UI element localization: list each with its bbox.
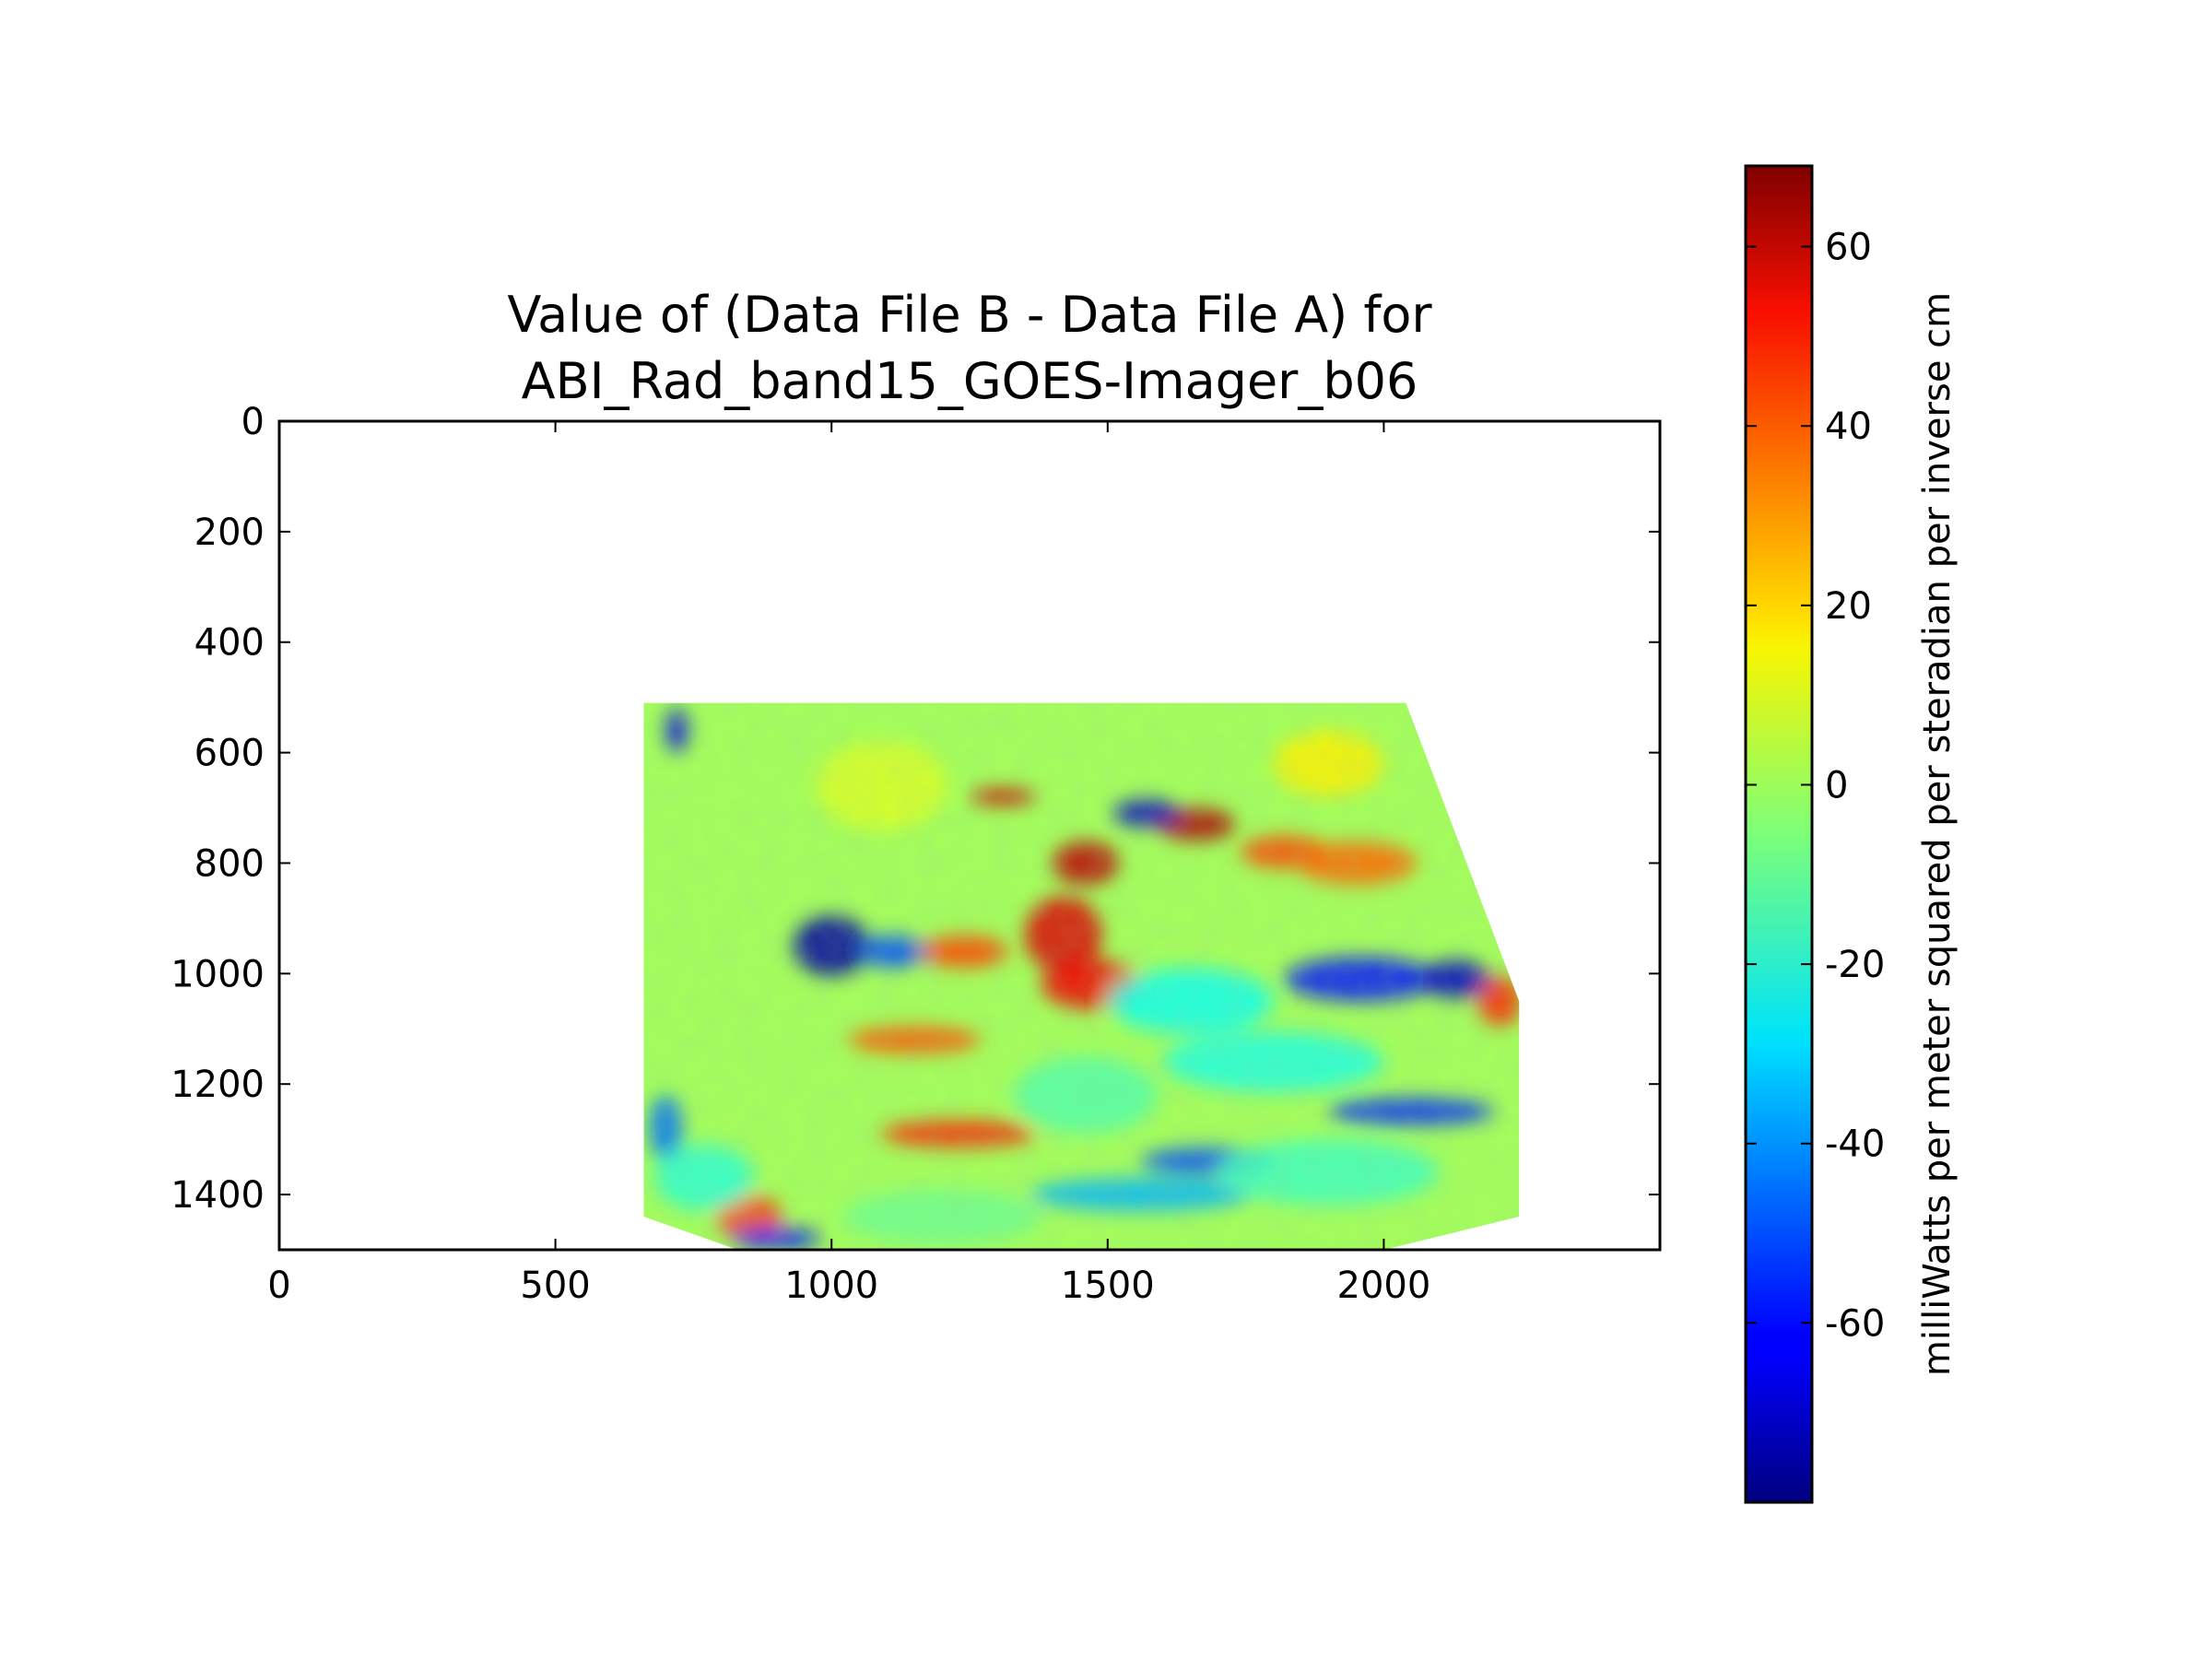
colorbar-tick-label: 0 xyxy=(1825,764,1848,806)
heatmap-texture xyxy=(643,702,1520,1250)
colorbar-tick-label: 20 xyxy=(1825,585,1872,628)
chart-title-line-1: Value of (Data File B - Data File A) for xyxy=(507,286,1432,344)
axes-frame xyxy=(277,419,1662,1252)
colorbar-tick-label: -20 xyxy=(1825,944,1885,986)
x-tick-label: 0 xyxy=(267,1265,290,1307)
y-tick-label: 1000 xyxy=(171,953,265,995)
y-tick-label: 800 xyxy=(194,842,265,885)
colorbar-label: milliWatts per meter squared per steradi… xyxy=(1916,292,1959,1376)
x-axis: 0 500 1000 1500 2000 xyxy=(267,421,1430,1307)
x-tick-label: 1000 xyxy=(784,1265,878,1307)
colorbar-tick-label: -40 xyxy=(1825,1124,1885,1166)
y-tick-label: 600 xyxy=(194,733,265,775)
colorbar-tick-label: -60 xyxy=(1825,1302,1885,1345)
heatmap-image xyxy=(643,702,1520,1250)
y-tick-label: 200 xyxy=(194,512,265,554)
colorbar-ticks: 60 40 20 0 -20 -40 -60 xyxy=(1746,227,1885,1345)
x-tick-label: 1500 xyxy=(1061,1265,1155,1307)
y-axis: 0 200 400 600 800 1000 1200 1400 xyxy=(171,401,1660,1217)
y-tick-label: 1400 xyxy=(171,1174,265,1217)
y-tick-label: 400 xyxy=(194,622,265,665)
x-tick-label: 2000 xyxy=(1337,1265,1431,1307)
colorbar-tick-label: 60 xyxy=(1825,227,1872,269)
y-tick-label: 0 xyxy=(241,401,265,443)
colorbar xyxy=(1744,164,1814,1504)
x-tick-label: 500 xyxy=(520,1265,590,1307)
colorbar-tick-label: 40 xyxy=(1825,406,1872,448)
chart-title-line-2: ABI_Rad_band15_GOES-Imager_b06 xyxy=(522,352,1418,410)
y-tick-label: 1200 xyxy=(171,1064,265,1106)
